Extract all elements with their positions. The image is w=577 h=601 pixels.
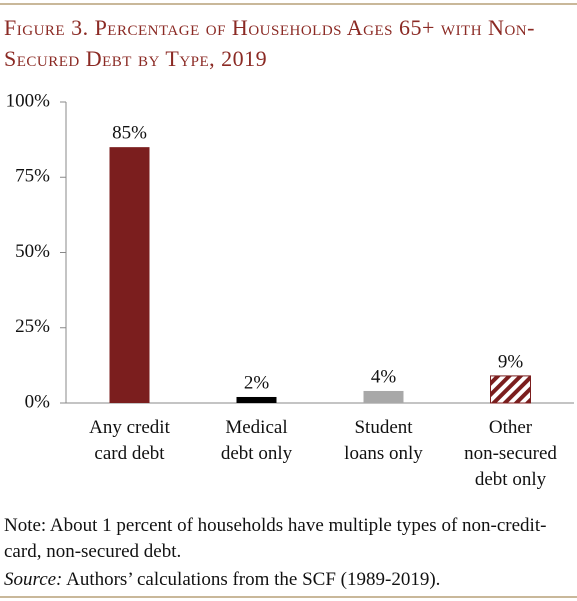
x-tick-label-line: debt only <box>475 469 547 490</box>
value-label: 85% <box>112 123 147 144</box>
x-tick-label-line: non-secured <box>464 443 557 464</box>
top-rule <box>0 3 577 5</box>
x-tick-label: Medical debt only <box>221 417 293 464</box>
x-tick-label: Other non-secured debt only <box>464 417 557 490</box>
y-tick-label: 50% <box>15 241 50 262</box>
x-tick-label-line: Other <box>489 417 533 438</box>
bar <box>363 390 404 403</box>
x-tick-label-line: debt only <box>221 443 293 464</box>
chart-title: Figure 3. Percentage of Households Ages … <box>4 15 535 71</box>
bar <box>109 147 150 403</box>
x-tick-label-line: Student <box>354 417 413 438</box>
y-tick-label: 0% <box>25 391 51 412</box>
x-tick-label-line: Medical <box>225 417 287 438</box>
value-label: 2% <box>244 372 270 393</box>
note: Note: About 1 percent of households have… <box>4 515 547 562</box>
bar <box>490 375 531 404</box>
x-tick-label-line: card debt <box>94 443 165 464</box>
source-text: Authors’ calculations from the SCF (1989… <box>62 569 441 590</box>
y-tick-label: 100% <box>6 90 51 111</box>
y-tick-label: 75% <box>15 166 50 187</box>
x-tick-label: Student loans only <box>344 417 423 464</box>
x-tick-label: Any credit card debt <box>89 417 170 464</box>
x-tick-label-line: Any credit <box>89 417 170 438</box>
value-label: 4% <box>371 366 397 387</box>
bar <box>236 396 277 403</box>
y-tick-label: 25% <box>15 316 50 337</box>
value-label: 9% <box>498 351 524 372</box>
source: Source: Authors’ calculations from the S… <box>4 567 574 593</box>
x-tick-label-line: loans only <box>344 443 423 464</box>
bottom-rule <box>0 596 577 598</box>
source-label: Source: <box>4 569 63 590</box>
